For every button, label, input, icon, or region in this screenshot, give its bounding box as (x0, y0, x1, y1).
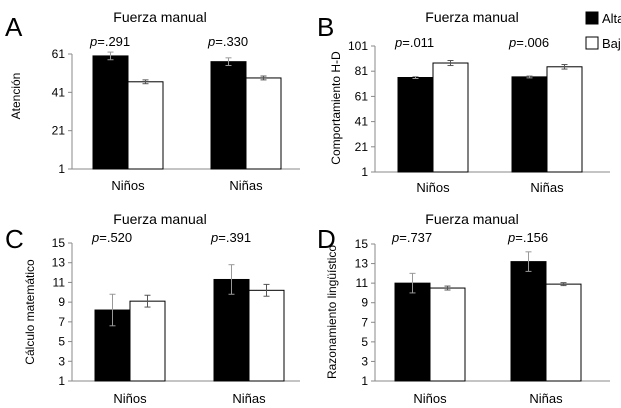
chart-title: Fuerza manual (425, 211, 518, 227)
x-tick-label: Niños (111, 178, 145, 193)
bar-alta-ninos (394, 282, 431, 382)
y-tick-label: 5 (58, 335, 65, 349)
y-axis-label: Cálculo matemático (23, 259, 37, 365)
y-tick-label: 41 (355, 115, 369, 129)
y-tick-label: 1 (361, 165, 368, 179)
y-tick-label: 81 (355, 64, 369, 78)
chart-panel-b: B Fuerza manual Comportamiento H-D 1 21 41 61 8… (317, 9, 610, 195)
p-value-label: p=.520 (91, 230, 132, 245)
chart-title: Fuerza manual (425, 9, 518, 25)
legend: Alta Baja (585, 11, 621, 51)
y-tick-label: 7 (361, 315, 368, 329)
bar-baja-ninas (546, 66, 583, 173)
x-tick-label: Niños (413, 391, 447, 406)
bar-baja-ninas (245, 77, 282, 170)
bar-alta-ninas (510, 261, 547, 382)
x-tick-label: Niñas (530, 180, 564, 195)
bar-baja-ninos (432, 62, 469, 173)
x-tick-label: Niñas (232, 391, 266, 406)
y-tick-label: 21 (52, 124, 66, 138)
y-tick-label: 3 (58, 354, 65, 368)
y-tick-label: 15 (355, 237, 369, 251)
y-tick-label: 11 (356, 276, 369, 290)
legend-label-baja: Baja (602, 36, 621, 51)
bar-baja-ninas (545, 283, 582, 382)
p-value-label: p=.330 (207, 34, 248, 49)
y-axis-label: Comportamiento H-D (329, 51, 343, 165)
y-axis-label: Razonamiento lingüístico (325, 245, 339, 379)
y-tick-label: 5 (361, 335, 368, 349)
panel-letter: A (5, 12, 23, 42)
bar-baja-ninos (129, 300, 166, 382)
x-tick-label: Niños (113, 391, 147, 406)
p-value-label: p=.006 (508, 35, 549, 50)
p-value-label: p=.011 (394, 35, 434, 50)
y-tick-label: 9 (58, 295, 65, 309)
bar-alta-ninas (210, 61, 247, 170)
y-tick-label: 21 (355, 140, 369, 154)
bar-baja-ninas (248, 289, 285, 382)
y-tick-label: 9 (361, 296, 368, 310)
chart-title: Fuerza manual (113, 9, 206, 25)
y-tick-label: 101 (348, 39, 368, 53)
chart-title: Fuerza manual (113, 211, 206, 227)
panel-letter: D (317, 224, 336, 254)
y-tick-label: 1 (58, 162, 65, 176)
y-tick-label: 1 (58, 374, 65, 388)
p-value-label: p=.291 (89, 34, 130, 49)
x-tick-label: Niñas (529, 391, 563, 406)
y-tick-label: 11 (53, 275, 66, 289)
bar-alta-ninos (92, 55, 129, 170)
x-tick-label: Niños (416, 180, 450, 195)
panel-letter: C (5, 224, 24, 254)
bar-baja-ninos (429, 287, 466, 382)
y-tick-label: 3 (361, 354, 368, 368)
p-value-label: p=.156 (507, 230, 548, 245)
panel-letter: B (317, 12, 334, 42)
y-tick-label: 61 (355, 89, 369, 103)
legend-swatch-baja (585, 36, 599, 50)
bar-baja-ninos (127, 81, 164, 170)
y-axis-label: Atención (9, 73, 23, 120)
y-tick-label: 13 (355, 257, 369, 271)
y-tick-label: 61 (52, 47, 66, 61)
legend-label-alta: Alta (602, 11, 621, 26)
y-tick-label: 15 (52, 236, 66, 250)
legend-swatch-alta (585, 11, 599, 25)
y-tick-label: 7 (58, 315, 65, 329)
bar-alta-ninas (511, 76, 548, 173)
x-tick-label: Niñas (229, 178, 263, 193)
y-tick-label: 1 (361, 374, 368, 388)
chart-panel-a: A Fuerza manual Atención 1 21 41 61 Niños p=.291… (5, 9, 300, 193)
p-value-label: p=.737 (391, 230, 432, 245)
p-value-label: p=.391 (210, 230, 251, 245)
y-tick-label: 41 (52, 85, 66, 99)
y-tick-label: 13 (52, 256, 66, 270)
bar-alta-ninos (397, 77, 434, 173)
bar-alta-ninas (213, 278, 250, 382)
